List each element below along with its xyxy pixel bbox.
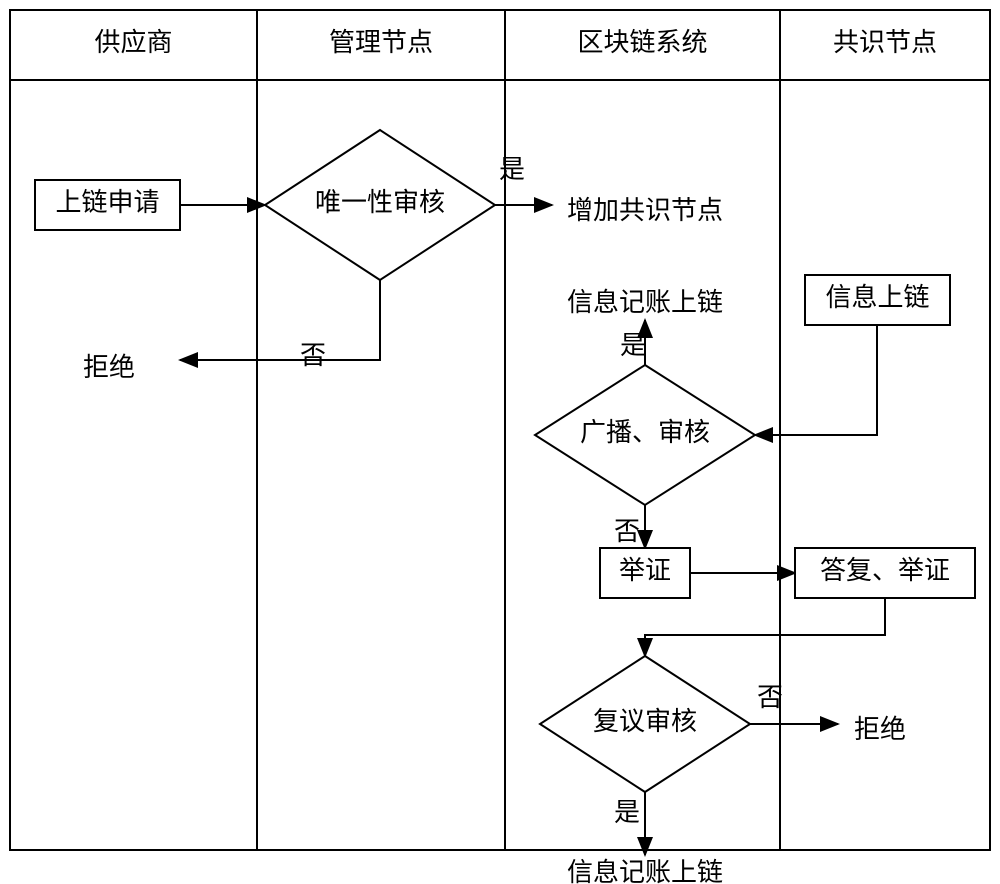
node-reject1: 拒绝	[83, 353, 135, 382]
node-ledger2: 信息记账上链	[567, 858, 723, 884]
node-yes3: 是	[614, 798, 640, 827]
node-addnode: 增加共识节点	[567, 196, 723, 225]
lane-header-0: 供应商	[94, 28, 172, 57]
node-apply-label: 上链申请	[55, 188, 159, 217]
node-evidence-label: 举证	[619, 556, 671, 585]
node-review-label: 复议审核	[593, 707, 697, 736]
lane-header-2: 区块链系统	[577, 28, 707, 57]
node-ledger1: 信息记账上链	[567, 288, 723, 317]
node-unique-label: 唯一性审核	[315, 188, 445, 217]
node-no3: 否	[757, 683, 783, 712]
node-reject2: 拒绝	[854, 715, 906, 744]
node-no2: 否	[614, 517, 640, 546]
node-no1: 否	[300, 341, 326, 370]
node-broadcast-label: 广播、审核	[580, 418, 710, 447]
node-yes1: 是	[499, 155, 525, 184]
flowchart-canvas: 供应商管理节点区块链系统共识节点上链申请唯一性审核增加共识节点拒绝否是信息记账上…	[0, 0, 1000, 884]
node-yes2: 是	[620, 331, 646, 360]
lane-header-1: 管理节点	[329, 28, 433, 57]
swimlane-frame	[10, 10, 990, 850]
lane-header-3: 共识节点	[833, 28, 937, 57]
node-reply-label: 答复、举证	[820, 556, 950, 585]
node-infoon-label: 信息上链	[825, 283, 929, 312]
